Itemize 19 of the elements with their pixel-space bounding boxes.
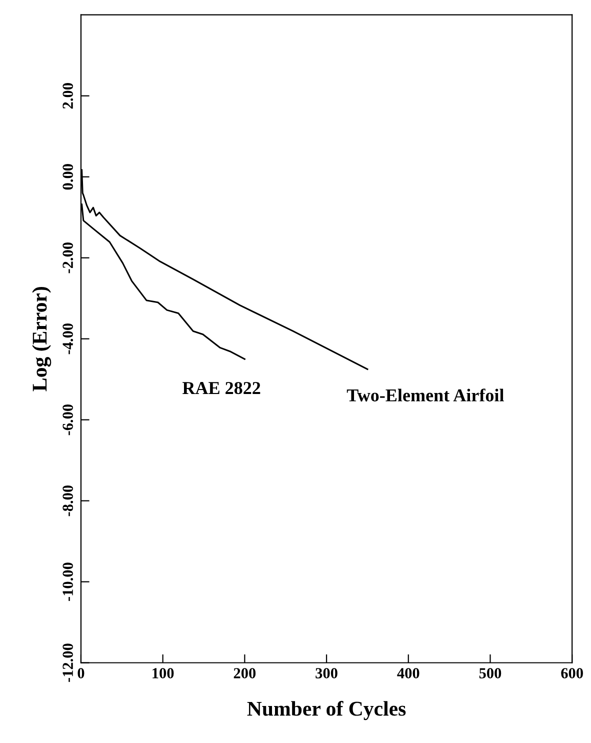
- x-tick-label: 600: [561, 668, 583, 678]
- y-tick-label: 2.00: [62, 83, 74, 109]
- series-label: RAE 2822: [182, 382, 260, 394]
- x-tick-label: 0: [78, 668, 84, 678]
- y-tick-label: -4.00: [62, 323, 74, 354]
- x-tick-label: 300: [316, 668, 338, 678]
- y-tick-label: -2.00: [62, 242, 74, 274]
- x-tick-label: 100: [152, 668, 174, 678]
- y-tick-label: -12.00: [62, 644, 74, 682]
- series-label: Two-Element Airfoil: [346, 388, 504, 402]
- x-tick-label: 400: [397, 668, 420, 678]
- y-axis-title: Log (Error): [32, 286, 52, 392]
- y-tick-label: -10.00: [62, 562, 74, 601]
- y-tick-label: -6.00: [62, 404, 74, 436]
- x-tick-label: 200: [234, 668, 256, 678]
- y-tick-label: -8.00: [62, 485, 74, 516]
- x-tick-label: 500: [479, 668, 502, 678]
- y-tick-label: 0.00: [62, 164, 74, 190]
- x-axis-title: Number of Cycles: [247, 700, 406, 720]
